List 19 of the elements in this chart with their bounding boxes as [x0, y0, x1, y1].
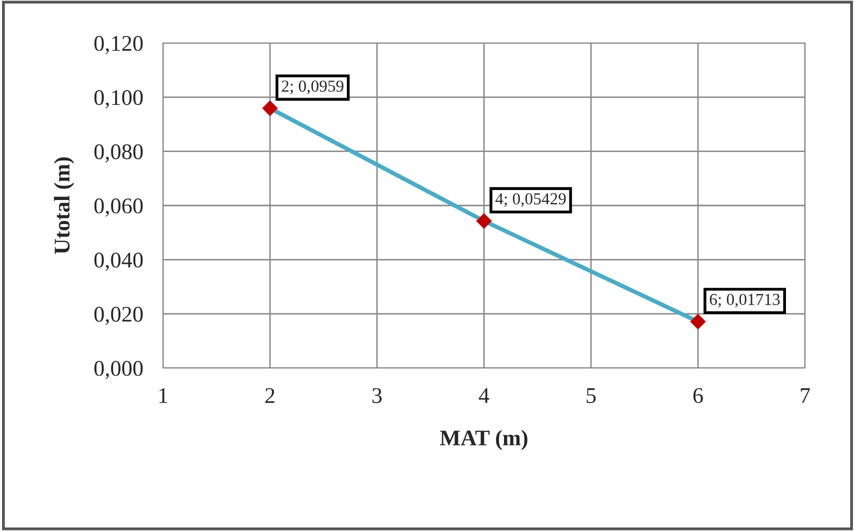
x-tick-label: 4: [478, 388, 490, 403]
y-tick-label: 0,020: [94, 306, 143, 325]
y-tick-label: 0,060: [94, 198, 143, 217]
y-tick-label: 0,100: [94, 90, 143, 108]
x-tick-label: 7: [800, 388, 810, 403]
x-tick-label: 2: [265, 388, 274, 403]
y-tick-label: 0,000: [94, 360, 143, 380]
x-tick-label: 6: [693, 388, 703, 404]
data-label: 2; 0,0959: [282, 80, 344, 94]
y-tick-label: 0,040: [94, 252, 143, 271]
x-tick-label: 3: [372, 388, 382, 404]
x-tick-label: 1: [159, 388, 168, 403]
y-tick-label: 0,080: [94, 144, 143, 162]
y-tick-label: 0,120: [94, 36, 143, 54]
data-label: 4; 0,05429: [495, 193, 566, 207]
data-label: 6; 0,01713: [710, 294, 780, 308]
y-axis-title: Utotal (m): [54, 157, 74, 254]
x-axis-title: MAT (m): [440, 430, 528, 450]
x-tick-label: 5: [586, 388, 596, 404]
